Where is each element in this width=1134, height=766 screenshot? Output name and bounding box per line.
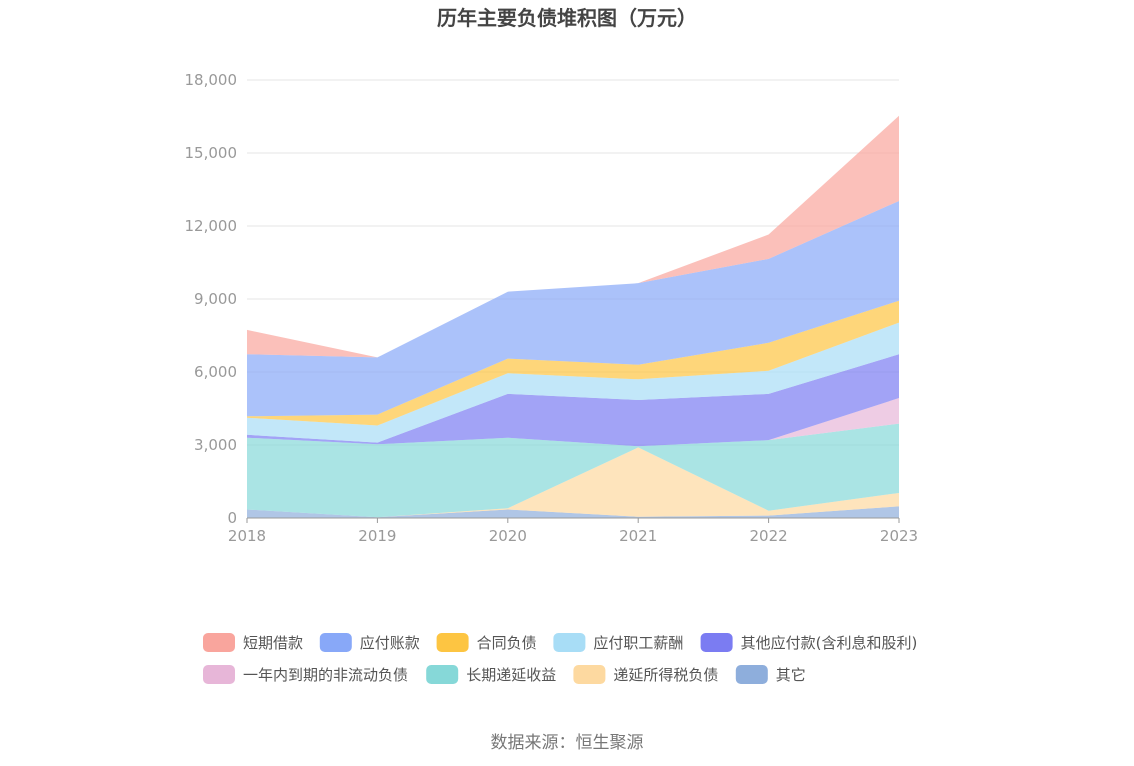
chart-title: 历年主要负债堆积图（万元） <box>437 6 697 30</box>
legend-swatch <box>436 633 469 652</box>
area-其它 <box>247 506 899 518</box>
legend-label: 应付职工薪酬 <box>593 634 683 652</box>
legend-swatch <box>319 633 352 652</box>
legend-label: 其它 <box>776 666 806 684</box>
area-短期借款 <box>247 115 899 358</box>
y-tick-label: 0 <box>227 509 237 527</box>
legend-swatch <box>573 665 606 684</box>
area-长期递延收益 <box>247 423 899 518</box>
data-source: 数据来源：恒生聚源 <box>491 733 644 753</box>
legend-item[interactable]: 递延所得税负债 <box>573 665 718 684</box>
legend-item[interactable]: 一年内到期的非流动负债 <box>203 665 408 684</box>
legend-label: 其他应付款(含利息和股利) <box>741 634 918 652</box>
axes: 0 3,000 6,000 9,000 12,000 15,000 18,000 2018 20… <box>185 71 919 545</box>
y-tick-label: 6,000 <box>194 363 237 381</box>
area-series <box>247 115 899 518</box>
y-tick-label: 18,000 <box>185 71 238 89</box>
legend-swatch <box>553 633 586 652</box>
y-tick-label: 12,000 <box>185 217 238 235</box>
legend: 短期借款 应付账款 合同负债 应付职工薪酬 其他应付款(含利息和股利) 一年内到期的非流动… <box>203 633 917 684</box>
legend-item[interactable]: 长期递延收益 <box>426 665 556 684</box>
area-应付职工薪酬 <box>247 322 899 443</box>
x-tick-label: 2023 <box>880 527 918 545</box>
legend-label: 应付账款 <box>360 634 420 652</box>
legend-item[interactable]: 应付账款 <box>319 633 420 652</box>
area-递延所得税负债 <box>247 447 899 518</box>
area-其他应付款(含利息和股利) <box>247 354 899 447</box>
area-合同负债 <box>247 300 899 426</box>
legend-item[interactable]: 其它 <box>735 665 806 684</box>
x-tick-label: 2021 <box>619 527 657 545</box>
legend-item[interactable]: 合同负债 <box>436 633 537 652</box>
y-tick-label: 15,000 <box>185 144 238 162</box>
legend-item[interactable]: 短期借款 <box>203 633 303 652</box>
legend-swatch <box>735 665 768 684</box>
legend-swatch <box>203 665 235 684</box>
legend-item[interactable]: 其他应付款(含利息和股利) <box>700 633 918 652</box>
legend-label: 一年内到期的非流动负债 <box>243 666 408 684</box>
y-tick-label: 3,000 <box>194 436 237 454</box>
area-应付账款 <box>247 200 899 417</box>
legend-swatch <box>700 633 733 652</box>
x-tick-label: 2019 <box>358 527 396 545</box>
legend-label: 合同负债 <box>477 634 537 652</box>
legend-label: 短期借款 <box>243 634 303 652</box>
legend-swatch <box>203 633 235 652</box>
x-tick-label: 2022 <box>750 527 788 545</box>
legend-swatch <box>426 665 459 684</box>
x-tick-label: 2020 <box>489 527 527 545</box>
y-tick-label: 9,000 <box>194 290 237 308</box>
x-tick-label: 2018 <box>228 527 266 545</box>
legend-label: 长期递延收益 <box>466 666 556 684</box>
legend-item[interactable]: 应付职工薪酬 <box>553 633 683 652</box>
legend-label: 递延所得税负债 <box>613 666 718 684</box>
